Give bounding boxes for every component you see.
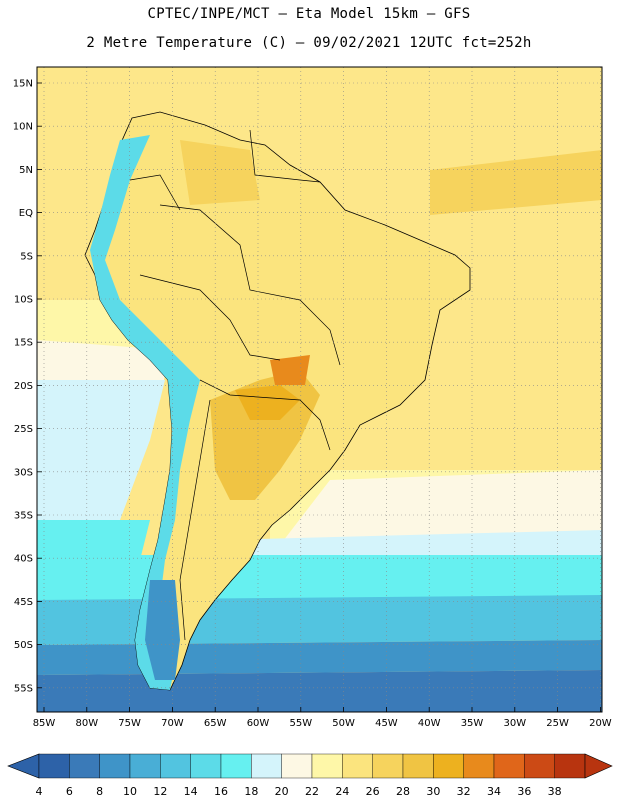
latitude-label-10n: 10N bbox=[13, 122, 33, 133]
patagonia-cold bbox=[145, 580, 180, 680]
colorbar-swatch bbox=[190, 753, 222, 779]
colorbar-swatch bbox=[372, 753, 404, 779]
colorbar-left-arrow bbox=[7, 753, 40, 779]
colorbar-label: 12 bbox=[153, 785, 167, 798]
colorbar-label: 8 bbox=[96, 785, 103, 798]
latitude-label-5s: 5S bbox=[20, 251, 33, 262]
colorbar-label: 6 bbox=[66, 785, 73, 798]
ocean-cool-pacific bbox=[37, 380, 165, 520]
colorbar-swatch bbox=[311, 753, 343, 779]
colorbar-swatch bbox=[433, 753, 464, 779]
title-line-2: 2 Metre Temperature (C) – 09/02/2021 12U… bbox=[86, 35, 532, 51]
ocean-warm-equatorial bbox=[430, 150, 602, 215]
latitude-label-15n: 15N bbox=[13, 79, 33, 90]
latitude-label-5n: 5N bbox=[19, 165, 33, 176]
latitude-label-45s: 45S bbox=[14, 597, 33, 608]
colorbar-label: 10 bbox=[123, 785, 137, 798]
colorbar-label: 36 bbox=[517, 785, 531, 798]
longitude-label-65w: 65W bbox=[204, 718, 227, 729]
colorbar-swatch bbox=[129, 753, 161, 779]
longitude-label-60w: 60W bbox=[247, 718, 270, 729]
colorbar-label: 22 bbox=[305, 785, 319, 798]
longitude-label-75w: 75W bbox=[118, 718, 141, 729]
longitude-ticks bbox=[43, 707, 601, 712]
map-frame bbox=[36, 66, 603, 713]
land-warm-north bbox=[180, 140, 260, 205]
ocean-deep-band bbox=[37, 670, 602, 712]
colorbar-swatch bbox=[160, 753, 191, 779]
colorbar-swatch bbox=[402, 753, 434, 779]
colorbar-swatch bbox=[99, 753, 131, 779]
colorbar-swatch bbox=[554, 753, 586, 779]
land-very-hot-core bbox=[235, 385, 300, 420]
colorbar-swatch bbox=[38, 753, 70, 779]
colorbar-swatch bbox=[69, 753, 100, 779]
andes-cold-strip bbox=[90, 135, 200, 690]
latitude-label-25s: 25S bbox=[14, 424, 33, 435]
colorbar-label: 16 bbox=[214, 785, 228, 798]
longitude-label-85w: 85W bbox=[33, 718, 56, 729]
longitude-label-20w: 20W bbox=[589, 718, 612, 729]
longitude-label-30w: 30W bbox=[503, 718, 526, 729]
longitude-label-40w: 40W bbox=[418, 718, 441, 729]
colorbar-label: 28 bbox=[396, 785, 410, 798]
colorbar-label: 38 bbox=[548, 785, 562, 798]
colorbar-right-arrow bbox=[584, 753, 613, 779]
longitude-label-45w: 45W bbox=[375, 718, 398, 729]
longitude-label-55w: 55W bbox=[289, 718, 312, 729]
colorbar-swatch bbox=[251, 753, 282, 779]
latitude-ticks bbox=[37, 82, 42, 689]
latitude-label-15s: 15S bbox=[14, 338, 33, 349]
colorbar-label: 32 bbox=[457, 785, 471, 798]
colorbar-label: 4 bbox=[36, 785, 43, 798]
latitude-label-20s: 20S bbox=[14, 381, 33, 392]
latitude-label-50s: 50S bbox=[14, 640, 33, 651]
map-field bbox=[37, 67, 602, 712]
ocean-atlantic-22 bbox=[280, 470, 602, 545]
colorbar-label: 24 bbox=[335, 785, 349, 798]
colorbar-label: 30 bbox=[426, 785, 440, 798]
colorbar: 4 6 8 10 12 14 16 18 20 22 24 26 28 30 32 34 36 38 bbox=[7, 753, 613, 798]
latitude-label-40s: 40S bbox=[14, 554, 33, 565]
ocean-coldest-band bbox=[37, 640, 602, 675]
colorbar-label: 20 bbox=[275, 785, 289, 798]
colorbar-label: 18 bbox=[244, 785, 258, 798]
land-hottest-spot bbox=[270, 355, 310, 385]
colorbar-swatch bbox=[281, 753, 313, 779]
longitude-label-25w: 25W bbox=[546, 718, 569, 729]
colorbar-swatch bbox=[493, 753, 525, 779]
longitude-labels: 85W 80W 75W 70W 65W 60W 55W 50W 45W 40W 35W 30W 25W 2… bbox=[33, 718, 612, 729]
colorbar-swatch bbox=[463, 753, 495, 779]
colorbar-swatch bbox=[220, 753, 252, 779]
latitude-label-10s: 10S bbox=[14, 295, 33, 306]
latitude-label-30s: 30S bbox=[14, 467, 33, 478]
longitude-label-70w: 70W bbox=[161, 718, 184, 729]
latitude-label-eq: EQ bbox=[19, 208, 33, 219]
title-line-1: CPTEC/INPE/MCT – Eta Model 15km – GFS bbox=[147, 6, 471, 22]
ocean-cold-pacific bbox=[37, 520, 150, 560]
colorbar-swatch bbox=[342, 753, 373, 779]
colorbar-swatch bbox=[524, 753, 555, 779]
latitude-labels: 15N 10N 5N EQ 5S 10S 15S 20S 25S 30S 35S 40S 45S 50S 5… bbox=[13, 79, 33, 695]
ocean-colder-band bbox=[37, 595, 602, 645]
longitude-label-50w: 50W bbox=[332, 718, 355, 729]
colorbar-label: 14 bbox=[184, 785, 198, 798]
latitude-label-55s: 55S bbox=[14, 683, 33, 694]
colorbar-label: 34 bbox=[487, 785, 501, 798]
longitude-label-35w: 35W bbox=[461, 718, 484, 729]
ocean-cold-band bbox=[37, 555, 602, 600]
latitude-label-35s: 35S bbox=[14, 511, 33, 522]
longitude-label-80w: 80W bbox=[75, 718, 98, 729]
colorbar-label: 26 bbox=[366, 785, 380, 798]
country-borders bbox=[129, 129, 341, 641]
